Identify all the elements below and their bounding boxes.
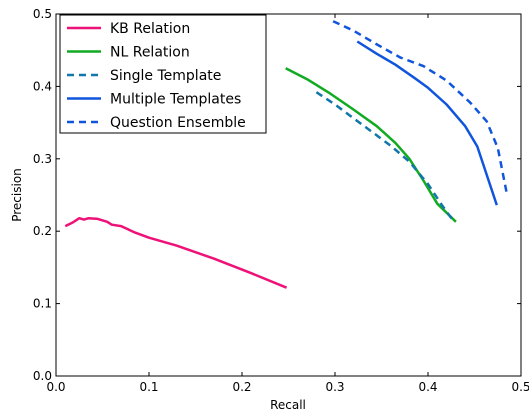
y-tick-label: 0.2	[33, 224, 52, 238]
x-tick-label: 0.3	[325, 380, 344, 394]
x-tick-label: 0.0	[46, 380, 65, 394]
legend-label-question-ensemble: Question Ensemble	[110, 115, 246, 131]
series-line-kb-relation	[64, 216, 288, 289]
y-tick-label: 0.0	[33, 369, 52, 383]
y-tick-label: 0.3	[33, 152, 52, 166]
legend-label-kb-relation: KB Relation	[110, 21, 190, 37]
series-line-question-ensemble	[332, 20, 509, 196]
x-tick-label: 0.1	[139, 380, 158, 394]
x-tick-label: 0.5	[511, 380, 529, 394]
series-line-nl-relation	[285, 67, 457, 223]
series-layer	[64, 20, 509, 289]
series-line-single-template	[315, 91, 456, 223]
legend-label-single-template: Single Template	[110, 68, 221, 84]
legend-label-nl-relation: NL Relation	[110, 45, 190, 61]
y-axis-label: Precision	[10, 168, 24, 222]
y-tick-label: 0.1	[33, 297, 52, 311]
plot-frame	[55, 13, 522, 377]
x-axis-label: Recall	[270, 398, 306, 409]
y-tick-label: 0.5	[33, 7, 52, 21]
x-tick-label: 0.4	[418, 380, 437, 394]
legend-label-multiple-templates: Multiple Templates	[110, 92, 241, 108]
y-tick-label: 0.4	[33, 79, 52, 93]
axis-ticks: 0.0 0.1 0.2 0.3 0.4 0.5 0.0 0.1 0.2 0.3 0.4 0.5	[33, 7, 529, 394]
series-line-multiple-templates	[356, 40, 498, 206]
x-tick-label: 0.2	[232, 380, 251, 394]
legend: KB Relation NL Relation Single Template Mul…	[59, 14, 267, 134]
